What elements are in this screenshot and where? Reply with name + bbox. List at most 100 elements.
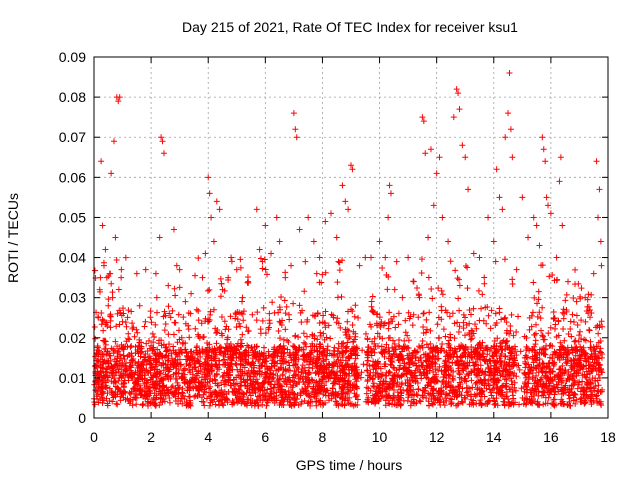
data-point-highlight (590, 270, 597, 277)
data-point (395, 396, 402, 403)
data-point (572, 266, 579, 273)
data-point (370, 395, 377, 402)
data-point (577, 388, 584, 395)
data-point (420, 394, 427, 401)
data-point (182, 320, 189, 327)
data-point (245, 367, 252, 374)
data-point (508, 311, 515, 318)
x-axis-label: GPS time / hours (296, 457, 403, 473)
data-point (129, 320, 136, 327)
data-point (528, 312, 535, 319)
data-point (379, 335, 386, 342)
data-point (308, 347, 315, 354)
data-point (393, 350, 400, 357)
data-point-highlight (210, 238, 217, 245)
data-point-highlight (176, 266, 183, 273)
data-point (169, 390, 176, 397)
data-point (277, 335, 284, 342)
data-point (567, 357, 574, 364)
data-point (172, 393, 179, 400)
data-point (386, 400, 393, 407)
data-point (282, 326, 289, 333)
data-point (168, 355, 175, 362)
data-point (365, 385, 372, 392)
data-point (197, 368, 204, 375)
data-point (280, 336, 287, 343)
data-point (270, 360, 277, 367)
data-point-highlight (313, 270, 320, 277)
data-point (218, 280, 225, 287)
data-point (427, 390, 434, 397)
data-point (281, 349, 288, 356)
data-point (270, 354, 277, 361)
data-point (237, 376, 244, 383)
data-point (540, 333, 547, 340)
data-point (508, 375, 515, 382)
data-point (442, 395, 449, 402)
axis-ticks: 0 2 4 6 8 10 12 14 16 18 0 0.01 0.02 0.03 0.04 0.05 0.06… (59, 49, 616, 445)
data-point (503, 338, 510, 345)
data-point-highlight (499, 206, 506, 213)
data-point-highlight (547, 210, 554, 217)
data-point (564, 358, 571, 365)
data-point (127, 344, 134, 351)
data-point (255, 357, 262, 364)
data-point (114, 310, 121, 317)
data-point (140, 367, 147, 374)
data-point (323, 334, 330, 341)
data-point (191, 376, 198, 383)
data-point (266, 374, 273, 381)
data-point (569, 311, 576, 318)
data-point (462, 343, 469, 350)
data-point (153, 374, 160, 381)
data-point (151, 390, 158, 397)
data-point (278, 321, 285, 328)
data-point (472, 321, 479, 328)
data-point (300, 356, 307, 363)
data-point (157, 369, 164, 376)
data-point (452, 387, 459, 394)
x-tick-label: 10 (372, 429, 388, 445)
data-point (352, 302, 359, 309)
data-point-highlight (173, 262, 180, 269)
data-point (131, 333, 138, 340)
data-point (113, 358, 120, 365)
data-point (237, 395, 244, 402)
data-point (447, 384, 454, 391)
data-point (363, 384, 370, 391)
data-point (442, 380, 449, 387)
data-point (98, 384, 105, 391)
data-point (537, 315, 544, 322)
data-point (333, 319, 340, 326)
data-point (520, 400, 527, 407)
data-point (456, 371, 463, 378)
data-point (582, 398, 589, 405)
data-point (291, 351, 298, 358)
data-point (262, 357, 269, 364)
data-point (593, 343, 600, 350)
data-point (368, 298, 375, 305)
data-point-highlight (376, 238, 383, 245)
data-point (105, 360, 112, 367)
data-point-highlight (216, 206, 223, 213)
data-point (135, 364, 142, 371)
data-point (259, 317, 266, 324)
data-point (417, 354, 424, 361)
data-point (392, 324, 399, 331)
data-point (286, 362, 293, 369)
data-point (269, 299, 276, 306)
data-point (145, 337, 152, 344)
data-point-highlight (356, 262, 363, 269)
data-point (94, 343, 101, 350)
data-point (549, 355, 556, 362)
data-point (570, 295, 577, 301)
data-point (128, 308, 135, 315)
data-point (434, 397, 441, 404)
data-point (119, 305, 126, 312)
data-point (369, 308, 376, 315)
data-point (315, 356, 322, 363)
data-point (509, 392, 516, 399)
data-point (173, 387, 180, 394)
data-point (451, 393, 458, 400)
data-point (323, 387, 330, 394)
